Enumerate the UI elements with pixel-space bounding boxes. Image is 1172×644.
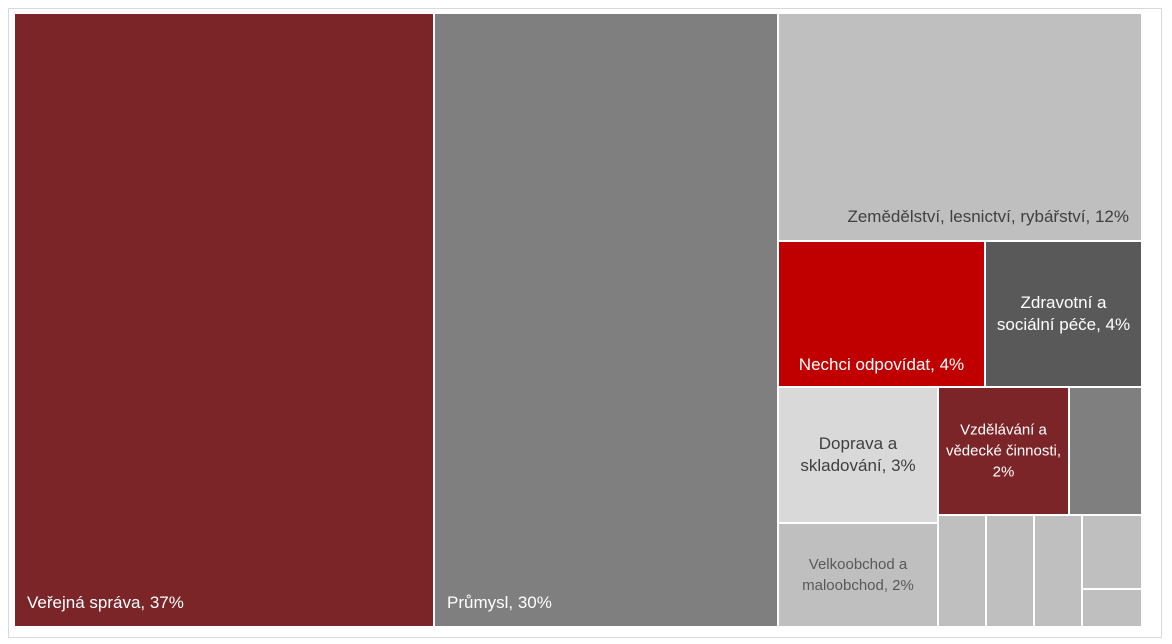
treemap-tile: Velkoobchod a maloobchod, 2% [778, 523, 938, 627]
treemap-tile [1082, 589, 1142, 627]
treemap-tile-label: Průmysl, 30% [447, 593, 552, 612]
treemap-tile-label: Veřejná správa, 37% [27, 593, 184, 612]
treemap-tile: Vzdělávání a vědecké činnosti, 2% [938, 387, 1069, 515]
treemap-tile [1082, 515, 1142, 589]
treemap-tile: Průmysl, 30% [434, 13, 778, 627]
treemap-tile: Zemědělství, lesnictví, rybářství, 12% [778, 13, 1142, 241]
treemap-tile: Zdravotní a sociální péče, 4% [985, 241, 1142, 387]
treemap-tile: Nechci odpovídat, 4% [778, 241, 985, 387]
treemap-tile [1034, 515, 1082, 627]
treemap-tile-label: Zemědělství, lesnictví, rybářství, 12% [847, 207, 1129, 226]
chart-frame: Veřejná správa, 37% Průmysl, 30% Zemědělst… [8, 8, 1162, 638]
treemap-tile: Veřejná správa, 37% [14, 13, 434, 627]
treemap-tile: Doprava a skladování, 3% [778, 387, 938, 523]
treemap-tile [986, 515, 1034, 627]
treemap-tile-label: Doprava a skladování, 3% [800, 434, 916, 475]
treemap-tile [938, 515, 986, 627]
treemap-tile-label: Zdravotní a sociální péče, 4% [996, 293, 1131, 334]
treemap-tile-label: Vzdělávání a vědecké činnosti, 2% [945, 421, 1062, 481]
treemap-tile-label: Velkoobchod a maloobchod, 2% [802, 556, 914, 594]
treemap-tile-label: Nechci odpovídat, 4% [798, 355, 965, 374]
treemap-tile [1069, 387, 1142, 515]
